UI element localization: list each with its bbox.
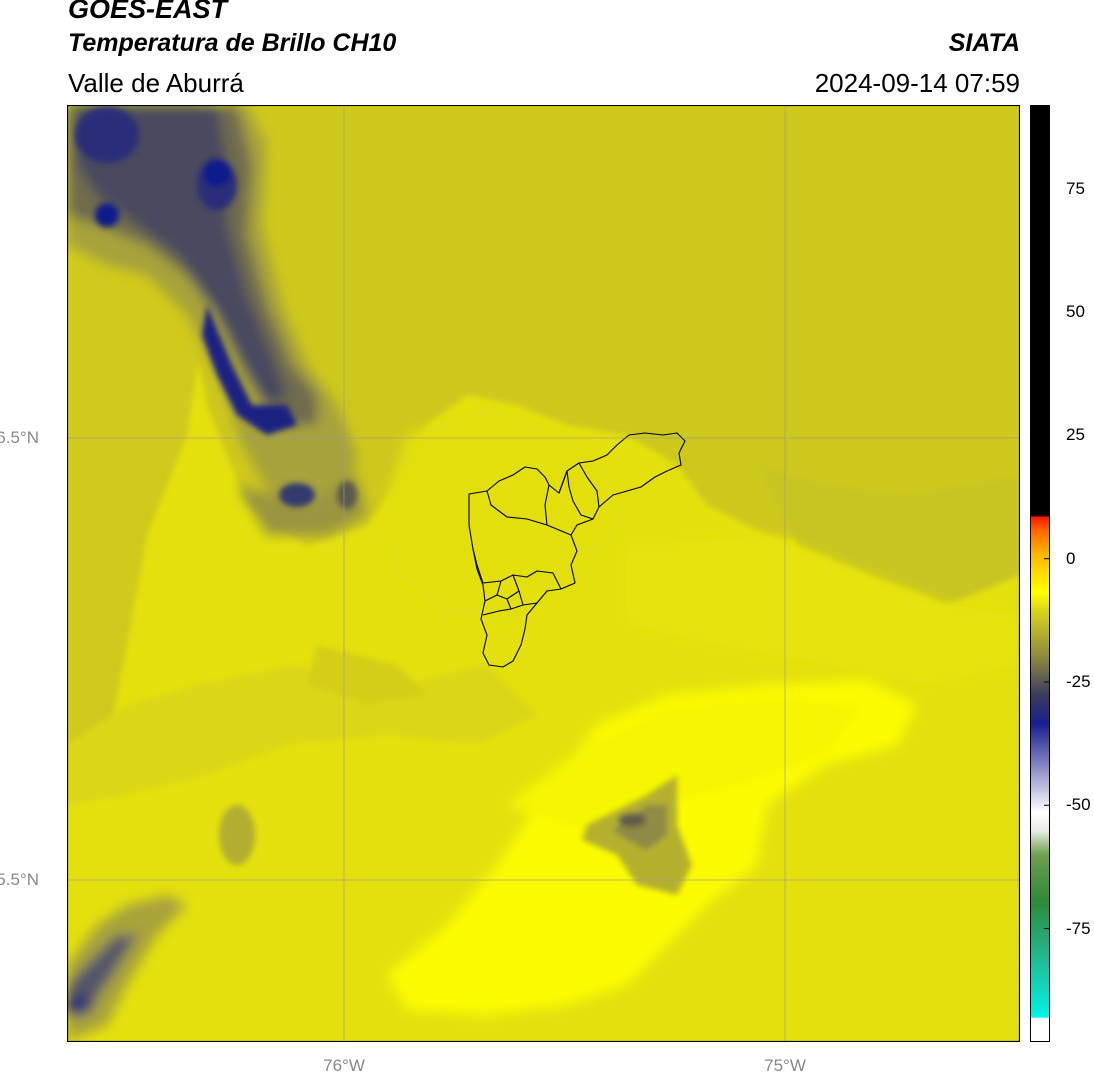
colorbar-gradient — [1030, 105, 1050, 1042]
colorbar-tick-label: 50 — [1066, 302, 1085, 322]
agency-label: SIATA — [948, 29, 1020, 57]
graticule — [67, 105, 1020, 1042]
colorbar — [1030, 105, 1050, 1042]
colorbar-tick-label: -75 — [1066, 918, 1091, 938]
southern-cloud-patch — [219, 775, 692, 895]
coldest-cloud-cores — [75, 107, 357, 509]
warm-clear-region — [377, 405, 1020, 685]
brightness-temperature-map — [67, 105, 1020, 1042]
colorbar-tick-label: -50 — [1066, 795, 1091, 815]
olive-cloud-region — [67, 105, 1020, 805]
latitude-label: 6.5°N — [0, 428, 39, 447]
product-title: Temperatura de Brillo CH10 — [68, 29, 397, 57]
southwest-cloud-patch — [67, 895, 187, 1042]
colorbar-tick-label: 25 — [1066, 425, 1085, 445]
datetime-label: 2024-09-14 07:59 — [814, 68, 1020, 98]
municipal-boundaries — [468, 432, 686, 668]
colorbar-tick-label: 0 — [1066, 548, 1076, 568]
colorbar-tick-label: -25 — [1066, 671, 1091, 691]
satellite-title: GOES-EAST — [68, 0, 228, 24]
latitude-label: 5.5°N — [0, 870, 39, 889]
map-frame — [67, 105, 1020, 1042]
colorbar-tick-label: 75 — [1066, 178, 1085, 198]
longitude-label: 75°W — [764, 1056, 806, 1075]
longitude-label: 76°W — [323, 1056, 365, 1075]
region-title: Valle de Aburrá — [68, 68, 244, 98]
